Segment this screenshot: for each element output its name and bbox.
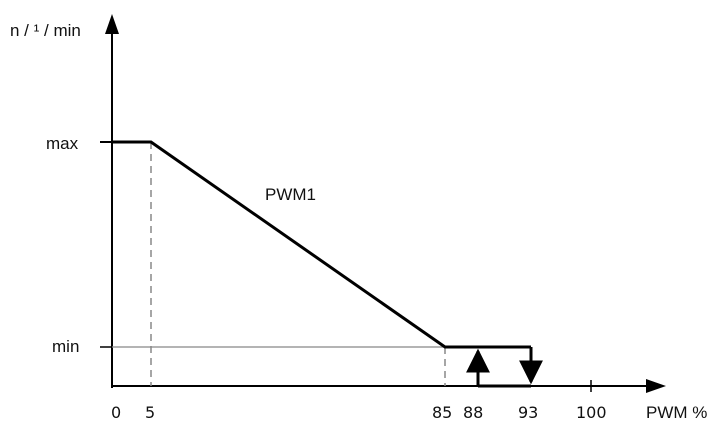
x-tick-label-93: 93 <box>518 403 538 421</box>
series-pwm1-line <box>112 140 531 349</box>
series-pwm1-label: PWM1 <box>265 185 316 204</box>
x-tick-label-88: 88 <box>463 403 483 421</box>
x-tick-label-100: 100 <box>576 403 607 421</box>
y-tick-label-min: min <box>52 337 79 356</box>
y-axis-arrow <box>105 14 119 34</box>
x-tick-label-85: 85 <box>432 403 452 421</box>
x-tick-label-5: 5 <box>145 403 155 421</box>
x-axis-label: PWM % <box>646 403 707 421</box>
x-tick-label-0: 0 <box>111 403 121 421</box>
y-axis-label: n / ¹ / min <box>10 21 81 40</box>
x-axis-arrow <box>646 379 666 393</box>
y-tick-label-max: max <box>46 134 79 153</box>
